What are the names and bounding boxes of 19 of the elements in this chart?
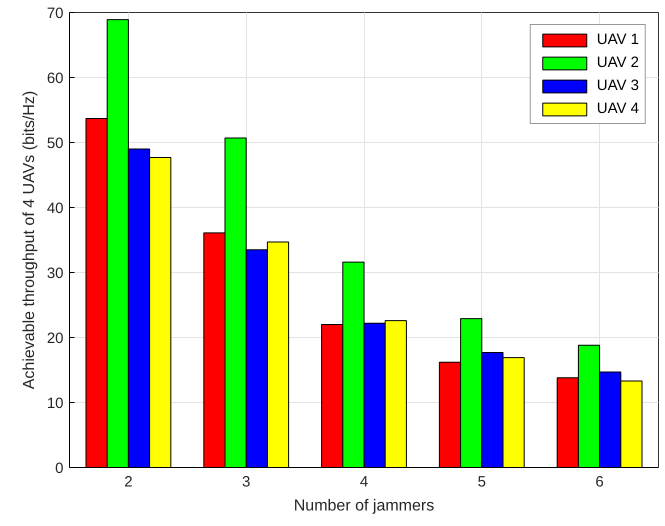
x-tick-label: 2	[124, 474, 133, 490]
y-tick-label: 0	[55, 460, 64, 477]
y-axis-title: Achievable throughput of 4 UAVs (bits/Hz)	[20, 90, 38, 390]
x-tick-label: 6	[595, 474, 604, 490]
y-tick-label: 40	[46, 200, 64, 217]
y-tick-label: 50	[46, 135, 64, 152]
legend-label: UAV 4	[596, 100, 639, 117]
y-tick-label: 60	[46, 70, 64, 87]
x-axis-title: Number of jammers	[294, 498, 434, 514]
y-tick-label: 10	[46, 395, 64, 412]
legend-label: UAV 1	[596, 31, 639, 48]
legend-label: UAV 3	[596, 77, 639, 94]
x-tick-label: 5	[478, 474, 486, 490]
y-tick-label: 70	[46, 5, 64, 22]
y-tick-label: 30	[46, 265, 64, 282]
x-tick-label: 3	[242, 474, 250, 490]
y-tick-label: 20	[46, 330, 64, 347]
legend-label: UAV 2	[596, 54, 639, 71]
x-tick-label: 4	[360, 474, 368, 490]
